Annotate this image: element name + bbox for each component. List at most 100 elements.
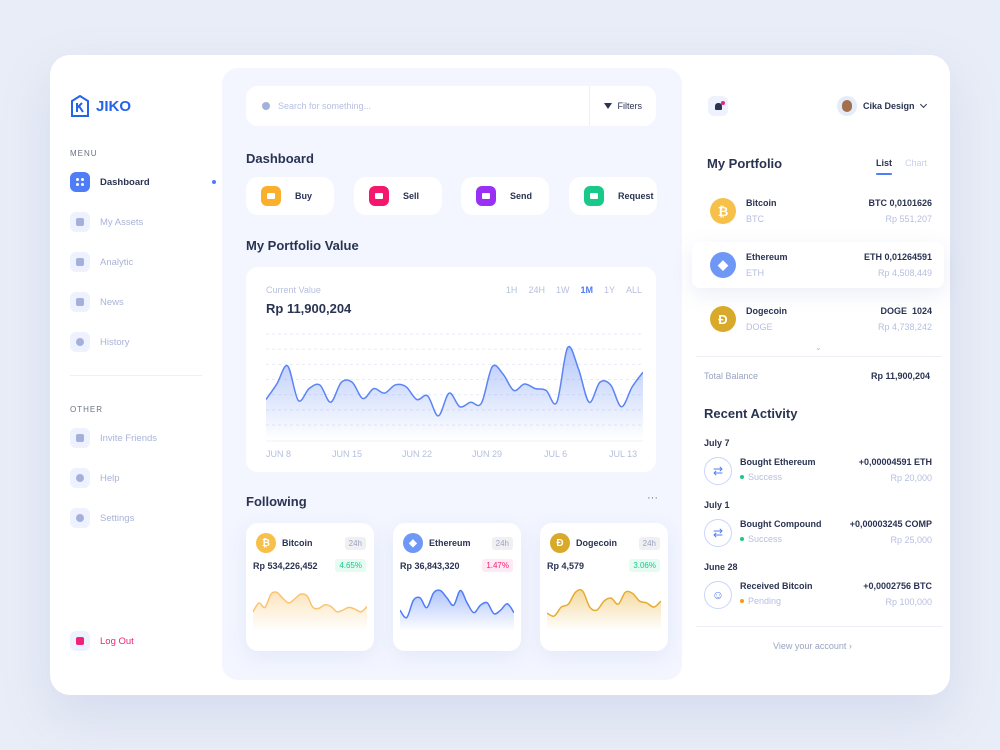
brand-logo[interactable]: JIKO (70, 95, 131, 117)
tag-icon (369, 186, 389, 206)
activity-amount: +0,00004591 ETH (858, 457, 932, 467)
coin-amount: BTC 0,0101626 (868, 198, 932, 208)
following-card[interactable]: ◆ Ethereum 24h Rp 36,843,320 1.47% (393, 523, 521, 651)
buy-button[interactable]: Buy (246, 177, 334, 215)
following-title: Following (246, 494, 307, 509)
sidebar-item-history[interactable]: History (70, 332, 130, 352)
sidebar-item-label: Settings (100, 512, 135, 524)
x-tick: JUN 29 (472, 449, 503, 459)
period-badge[interactable]: 24h (344, 537, 366, 550)
change-badge: 3.06% (629, 559, 660, 572)
period-all[interactable]: ALL (625, 285, 642, 295)
chart-area-fill (253, 591, 367, 631)
following-card[interactable]: Ð Dogecoin 24h Rp 4,579 3.06% (540, 523, 668, 651)
search-input[interactable] (278, 101, 589, 111)
sidebar-item-my-assets[interactable]: My Assets (70, 212, 143, 232)
portfolio-item[interactable]: ◆ Ethereum ETH ETH 0,01264591 Rp 4,508,449 (692, 242, 944, 288)
brand-name: JIKO (96, 97, 132, 115)
sidebar-item-analytic[interactable]: Analytic (70, 252, 133, 272)
status-dot (740, 599, 744, 603)
cart-icon (261, 186, 281, 206)
tab-list[interactable]: List (876, 158, 893, 175)
status-label: Success (748, 534, 783, 544)
status-label: Pending (748, 596, 782, 606)
x-tick: JUN 22 (402, 449, 433, 459)
change-badge: 4.65% (335, 559, 366, 572)
current-value: Rp 11,900,204 (266, 301, 352, 316)
tab-list-label: List (876, 158, 893, 168)
period-badge[interactable]: 24h (638, 537, 660, 550)
activity-value: Rp 25,000 (890, 535, 932, 545)
period-24h[interactable]: 24H (528, 285, 545, 295)
request-button[interactable]: Request (569, 177, 657, 215)
ethereum-icon: ◆ (710, 252, 736, 278)
filters-label: Filters (617, 101, 643, 111)
activity-date: June 28 (704, 562, 738, 572)
sidebar-item-label: Dashboard (100, 176, 150, 188)
clock-icon (70, 332, 90, 352)
sidebar-item-help[interactable]: Help (70, 468, 120, 488)
tab-chart[interactable]: Chart (905, 158, 928, 168)
expand-icon[interactable]: ⌄ (815, 343, 822, 352)
activity-title: Bought Compound (740, 519, 822, 529)
activity-status: Pending (740, 596, 863, 606)
user-icon: ☺ (704, 581, 732, 609)
sidebar-item-invite-friends[interactable]: Invite Friends (70, 428, 157, 448)
coin-ticker: DOGE (746, 322, 773, 332)
total-balance-label: Total Balance (704, 371, 759, 381)
portfolio-item[interactable]: Ð Dogecoin DOGE DOGE 1024 Rp 4,738,242 (692, 296, 944, 342)
change-badge: 1.47% (482, 559, 513, 572)
notification-button[interactable] (708, 96, 728, 116)
sidebar-item-label: My Assets (100, 216, 144, 228)
activity-item[interactable]: ⇄ Bought Compound Success +0,00003245 COM… (704, 519, 932, 547)
following-card[interactable]: ₿ Bitcoin 24h Rp 534,226,452 4.65% (246, 523, 374, 651)
period-1m[interactable]: 1M (580, 285, 593, 295)
coin-name: Dogecoin (576, 538, 618, 548)
period-1h[interactable]: 1H (505, 285, 518, 295)
other-label: OTHER (70, 405, 103, 414)
portfolio-item[interactable]: ₿ Bitcoin BTC BTC 0,0101626 Rp 551,207 (692, 188, 944, 234)
coin-price: Rp 534,226,452 (253, 561, 318, 571)
x-tick: JUN 15 (332, 449, 363, 459)
dashboard-title: Dashboard (246, 151, 314, 166)
filter-icon (603, 103, 612, 109)
x-tick: JUL 13 (609, 449, 638, 459)
coin-value: Rp 4,738,242 (877, 322, 932, 332)
request-icon (584, 186, 604, 206)
send-icon (476, 186, 496, 206)
sidebar-item-dashboard[interactable]: Dashboard (70, 172, 150, 192)
activity-item[interactable]: ⇄ Bought Ethereum Success +0,00004591 ETH… (704, 457, 932, 485)
activity-item[interactable]: ☺ Received Bitcoin Pending +0,0002756 BTC… (704, 581, 932, 609)
my-portfolio-title: My Portfolio (707, 156, 783, 171)
period-badge[interactable]: 24h (491, 537, 513, 550)
chart-line (266, 345, 643, 417)
request-label: Request (618, 191, 654, 201)
sidebar-item-settings[interactable]: Settings (70, 508, 134, 528)
grid-icon (70, 172, 90, 192)
sidebar-item-news[interactable]: News (70, 292, 124, 312)
user-menu[interactable]: Cika Design (837, 96, 927, 116)
logout-button[interactable]: Log Out (70, 631, 134, 651)
coin-name: Bitcoin (746, 198, 777, 208)
filters-button[interactable]: Filters (588, 86, 657, 126)
more-options-icon[interactable]: ··· (647, 492, 658, 504)
user-name: Cika Design (863, 101, 915, 111)
logout-icon (70, 631, 90, 651)
current-value-label: Current Value (266, 285, 321, 295)
divider (696, 626, 942, 627)
recent-activity-title: Recent Activity (704, 406, 798, 421)
gear-icon (70, 508, 90, 528)
activity-value: Rp 20,000 (890, 473, 932, 483)
sell-button[interactable]: Sell (354, 177, 442, 215)
coin-value: Rp 4,508,449 (877, 268, 932, 278)
status-dot (740, 537, 744, 541)
portfolio-value-card: Current Value Rp 11,900,204 1H 24H 1W 1M… (246, 267, 656, 472)
coin-value: Rp 551,207 (885, 214, 932, 224)
coin-name: Bitcoin (282, 538, 313, 548)
bitcoin-icon: ₿ (256, 533, 276, 553)
bitcoin-icon: ₿ (710, 198, 736, 224)
send-button[interactable]: Send (461, 177, 549, 215)
period-1y[interactable]: 1Y (603, 285, 615, 295)
view-account-link[interactable]: View your account › (773, 641, 852, 651)
period-1w[interactable]: 1W (555, 285, 570, 295)
